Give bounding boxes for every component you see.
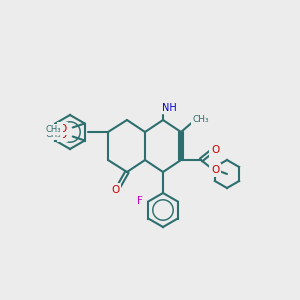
Text: O: O [111, 185, 119, 195]
Text: CH₃: CH₃ [46, 125, 62, 134]
Text: CH₃: CH₃ [193, 116, 209, 124]
Text: F: F [137, 196, 143, 206]
Text: O: O [211, 165, 219, 175]
Text: O: O [211, 145, 219, 155]
Text: CH₃: CH₃ [46, 130, 62, 139]
Text: O: O [58, 124, 67, 134]
Text: NH: NH [162, 103, 176, 113]
Text: O: O [58, 130, 67, 140]
